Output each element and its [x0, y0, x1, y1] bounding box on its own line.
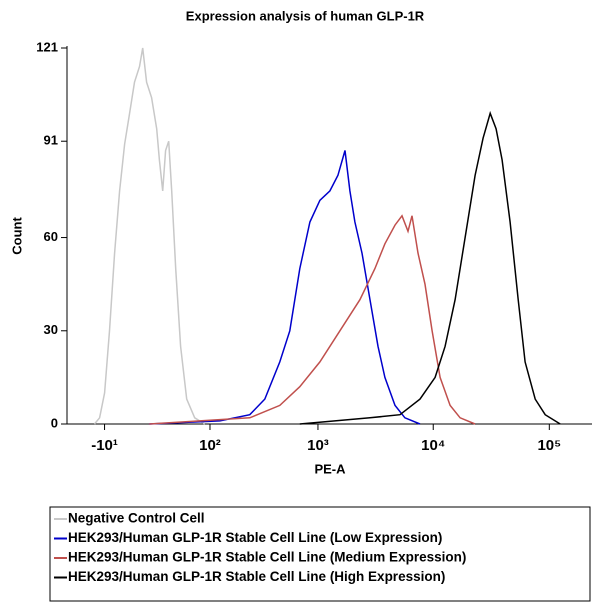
x-axis-label: PE-A	[314, 461, 346, 476]
legend-label: HEK293/Human GLP-1R Stable Cell Line (Lo…	[68, 530, 442, 545]
legend-label: HEK293/Human GLP-1R Stable Cell Line (Me…	[68, 550, 466, 565]
x-tick-label: 10²	[199, 437, 221, 454]
x-tick-label: -10¹	[91, 437, 118, 454]
series-line	[299, 110, 561, 425]
x-tick-label: 10³	[307, 437, 329, 454]
y-axis-label: Count	[9, 217, 24, 255]
legend-label: HEK293/Human GLP-1R Stable Cell Line (Hi…	[68, 569, 445, 584]
legend-box	[49, 506, 591, 602]
y-tick-label: 91	[44, 133, 58, 148]
x-tick-label: 10⁵	[537, 437, 561, 454]
series-line	[149, 150, 421, 425]
x-tick-label: 10⁴	[421, 437, 445, 454]
series-line	[149, 214, 476, 425]
chart-title: Expression analysis of human GLP-1R	[186, 8, 425, 23]
y-tick-label: 60	[44, 229, 58, 244]
series-line	[93, 47, 206, 425]
legend-label: Negative Control Cell	[68, 511, 205, 526]
y-tick-label: 30	[44, 322, 58, 337]
y-tick-label: 121	[36, 39, 58, 54]
y-tick-label: 0	[51, 415, 58, 430]
